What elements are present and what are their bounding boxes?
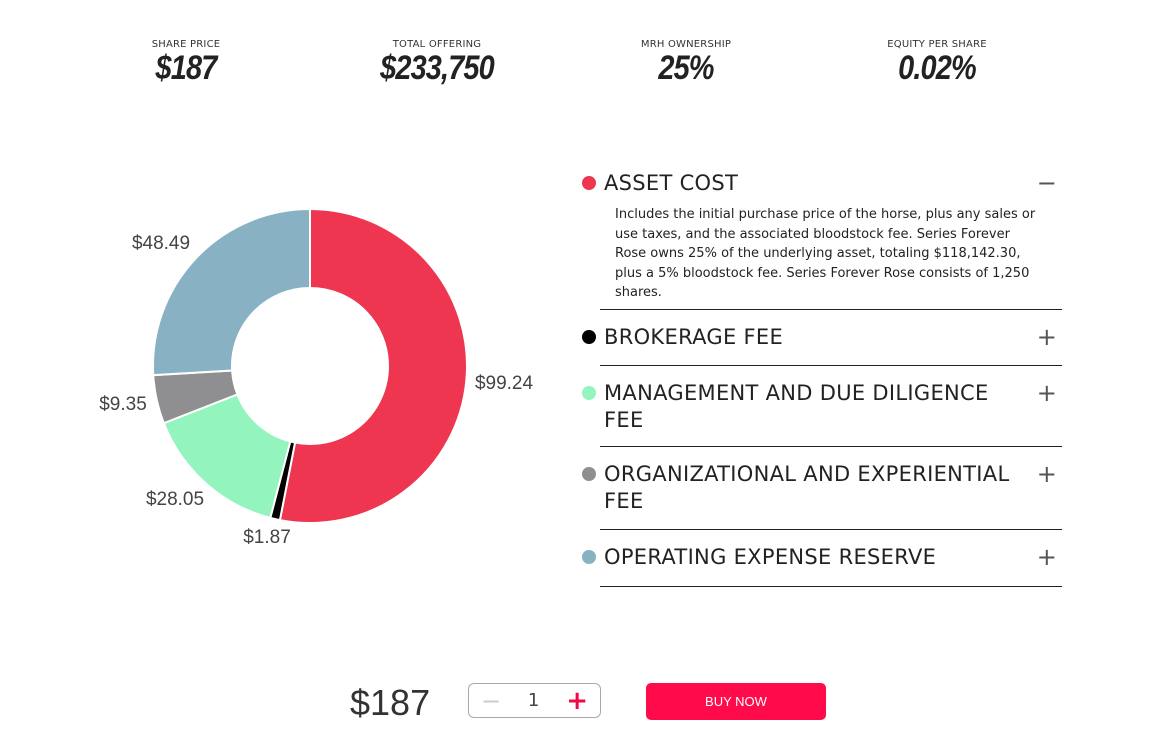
slice-label: $99.24 xyxy=(475,373,534,394)
accordion-item: BROKERAGE FEE + xyxy=(582,310,1062,366)
donut-slice xyxy=(278,207,469,524)
stat-share-price: SHARE PRICE $187 xyxy=(151,39,221,87)
decrement-button[interactable]: − xyxy=(481,686,502,715)
accordion-item: ASSET COST − Includes the initial purchase… xyxy=(582,170,1062,310)
quantity-input[interactable]: 1 xyxy=(527,690,540,711)
plus-icon[interactable]: + xyxy=(1036,378,1058,407)
stat-total-offering: TOTAL OFFERING $233,750 xyxy=(380,39,495,87)
increment-button[interactable]: + xyxy=(566,685,588,716)
donut-slice xyxy=(162,393,292,520)
slice-label: $1.87 xyxy=(243,527,291,548)
accordion-item: OPERATING EXPENSE RESERVE + xyxy=(582,530,1062,587)
legend-dot-icon xyxy=(582,466,596,481)
accordion-header[interactable]: ASSET COST − xyxy=(580,170,1062,197)
legend-dot-icon xyxy=(582,329,596,344)
cost-accordion: ASSET COST − Includes the initial purchase… xyxy=(580,170,1062,587)
legend-dot-icon xyxy=(582,549,596,564)
legend-dot-icon xyxy=(582,385,596,400)
minus-icon[interactable]: − xyxy=(1036,169,1058,197)
plus-icon[interactable]: + xyxy=(1036,322,1058,351)
quantity-stepper: − 1 + xyxy=(468,683,601,718)
accordion-description: Includes the initial purchase price of t… xyxy=(615,207,1036,300)
accordion-item: ORGANIZATIONAL AND EXPERIENTIAL FEE + xyxy=(582,447,1062,530)
stat-mrh-ownership: MRH OWNERSHIP 25% xyxy=(640,39,732,87)
accordion-header[interactable]: BROKERAGE FEE + xyxy=(580,322,1062,351)
buy-now-button[interactable]: BUY NOW xyxy=(646,683,826,720)
stat-equity-per-share: EQUITY PER SHARE 0.02% xyxy=(887,39,987,87)
slice-label: $28.05 xyxy=(146,489,204,510)
accordion-header[interactable]: ORGANIZATIONAL AND EXPERIENTIAL FEE + xyxy=(580,459,1062,515)
accordion-header[interactable]: OPERATING EXPENSE RESERVE + xyxy=(580,542,1062,571)
slice-label: $48.49 xyxy=(132,233,190,254)
purchase-price: $187 xyxy=(350,682,431,723)
donut-slice xyxy=(152,207,311,377)
accordion-item: MANAGEMENT AND DUE DILIGENCE FEE + xyxy=(582,366,1062,447)
slice-label: $9.35 xyxy=(99,394,147,415)
legend-dot-icon xyxy=(582,176,596,190)
cost-breakdown-donut-chart: $99.24 $1.87 $28.05 $9.35 $48.49 xyxy=(99,207,534,548)
accordion-header[interactable]: MANAGEMENT AND DUE DILIGENCE FEE + xyxy=(580,378,1062,434)
plus-icon[interactable]: + xyxy=(1036,542,1058,571)
plus-icon[interactable]: + xyxy=(1036,459,1058,488)
